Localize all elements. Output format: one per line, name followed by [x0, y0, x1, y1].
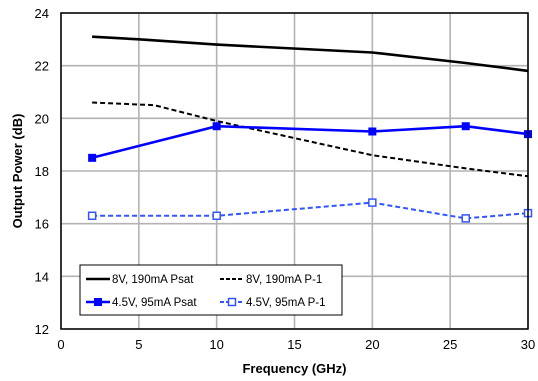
legend-label: 4.5V, 95mA Psat: [112, 297, 197, 309]
legend-entry-4: 4.5V, 95mA P-1: [220, 297, 326, 309]
y-tick-label: 14: [35, 269, 49, 284]
x-axis-label: Frequency (GHz): [242, 361, 346, 376]
data-point: [368, 127, 377, 136]
y-axis-label: Output Power (dB): [10, 114, 25, 229]
series-line-2: [92, 101, 529, 178]
legend-marker: [227, 297, 237, 307]
legend-entry-2: 8V, 190mA P-1: [220, 274, 322, 286]
data-point: [87, 211, 97, 221]
plot-frame: [60, 12, 529, 330]
series-2: [92, 101, 529, 178]
x-tick-label: 10: [209, 337, 223, 352]
y-tick-label: 20: [35, 111, 49, 126]
x-tick-label: 30: [521, 337, 535, 352]
y-tick-label: 24: [35, 6, 49, 21]
legend-marker: [94, 298, 102, 306]
legend-label: 8V, 190mA Psat: [112, 274, 194, 286]
data-point: [212, 122, 221, 131]
data-point: [368, 198, 377, 207]
data-point: [212, 211, 221, 221]
data-point: [461, 214, 470, 223]
x-tick-label: 15: [287, 337, 301, 352]
legend-label: 4.5V, 95mA P-1: [246, 297, 326, 309]
y-tick-label: 16: [35, 217, 49, 232]
y-tick-label: 22: [35, 59, 49, 74]
x-tick-label: 0: [57, 337, 64, 352]
legend-box: [79, 264, 343, 316]
tick-labels: 0 5 10 15 20 25 30 12 14 16 18 20 22 24: [35, 6, 536, 352]
series-line-3: [91, 124, 529, 160]
x-tick-label: 20: [365, 337, 379, 352]
data-point: [88, 153, 97, 162]
legend: 8V, 190mA Psat 8V, 190mA P-1 4.5V, 95mA Ps…: [79, 264, 343, 316]
series-3: [88, 122, 532, 162]
y-tick-label: 18: [35, 164, 49, 179]
legend-label: 8V, 190mA P-1: [246, 274, 322, 286]
data-point: [461, 122, 470, 131]
legend-entry-1: 8V, 190mA Psat: [86, 274, 194, 286]
x-tick-label: 25: [443, 337, 457, 352]
series-1: [92, 35, 529, 73]
series-4: [87, 198, 533, 223]
series-layer: [87, 35, 533, 223]
x-tick-label: 5: [135, 337, 142, 352]
series-line-1: [92, 35, 529, 73]
y-tick-label: 12: [35, 322, 49, 337]
legend-entry-3: 4.5V, 95mA Psat: [86, 297, 197, 309]
